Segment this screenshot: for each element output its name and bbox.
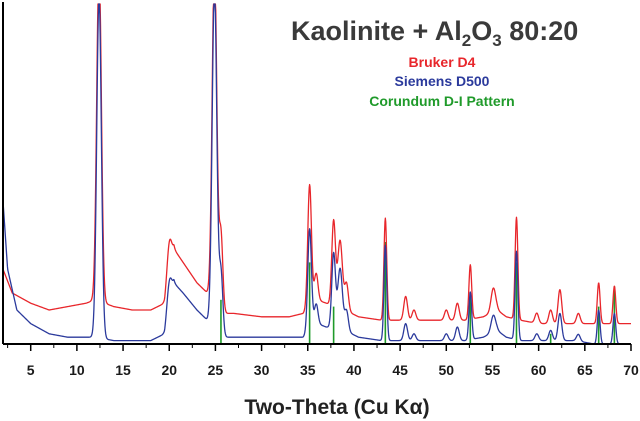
x-tick-label: 55	[485, 362, 501, 378]
x-tick-label: 20	[161, 362, 177, 378]
x-tick-label: 50	[439, 362, 455, 378]
series-siemens-d500-line	[2, 3, 632, 345]
x-ticks: 5 10 15 20 25 30 35 40 45 50 55 60 65 70	[7, 344, 639, 378]
x-tick-label: 10	[69, 362, 85, 378]
series-bruker-d4-line	[2, 3, 632, 325]
x-tick-label: 5	[27, 362, 35, 378]
chart-title: Kaolinite + Al2O3 80:20	[291, 16, 578, 50]
legend-siemens-d500: Siemens D500	[395, 73, 490, 89]
x-tick-label: 35	[300, 362, 316, 378]
legend-corundum-pattern: Corundum D-I Pattern	[369, 93, 514, 109]
x-tick-label: 65	[577, 362, 593, 378]
x-tick-label: 15	[115, 362, 131, 378]
x-tick-label: 40	[346, 362, 362, 378]
x-tick-label: 45	[392, 362, 408, 378]
legend-bruker-d4: Bruker D4	[409, 54, 476, 70]
x-tick-label: 60	[531, 362, 547, 378]
x-tick-label: 30	[254, 362, 270, 378]
x-tick-label: 70	[623, 362, 639, 378]
x-axis-label: Two-Theta (Cu Kα)	[244, 396, 429, 419]
plot-area	[2, 3, 632, 345]
x-tick-label: 25	[208, 362, 224, 378]
